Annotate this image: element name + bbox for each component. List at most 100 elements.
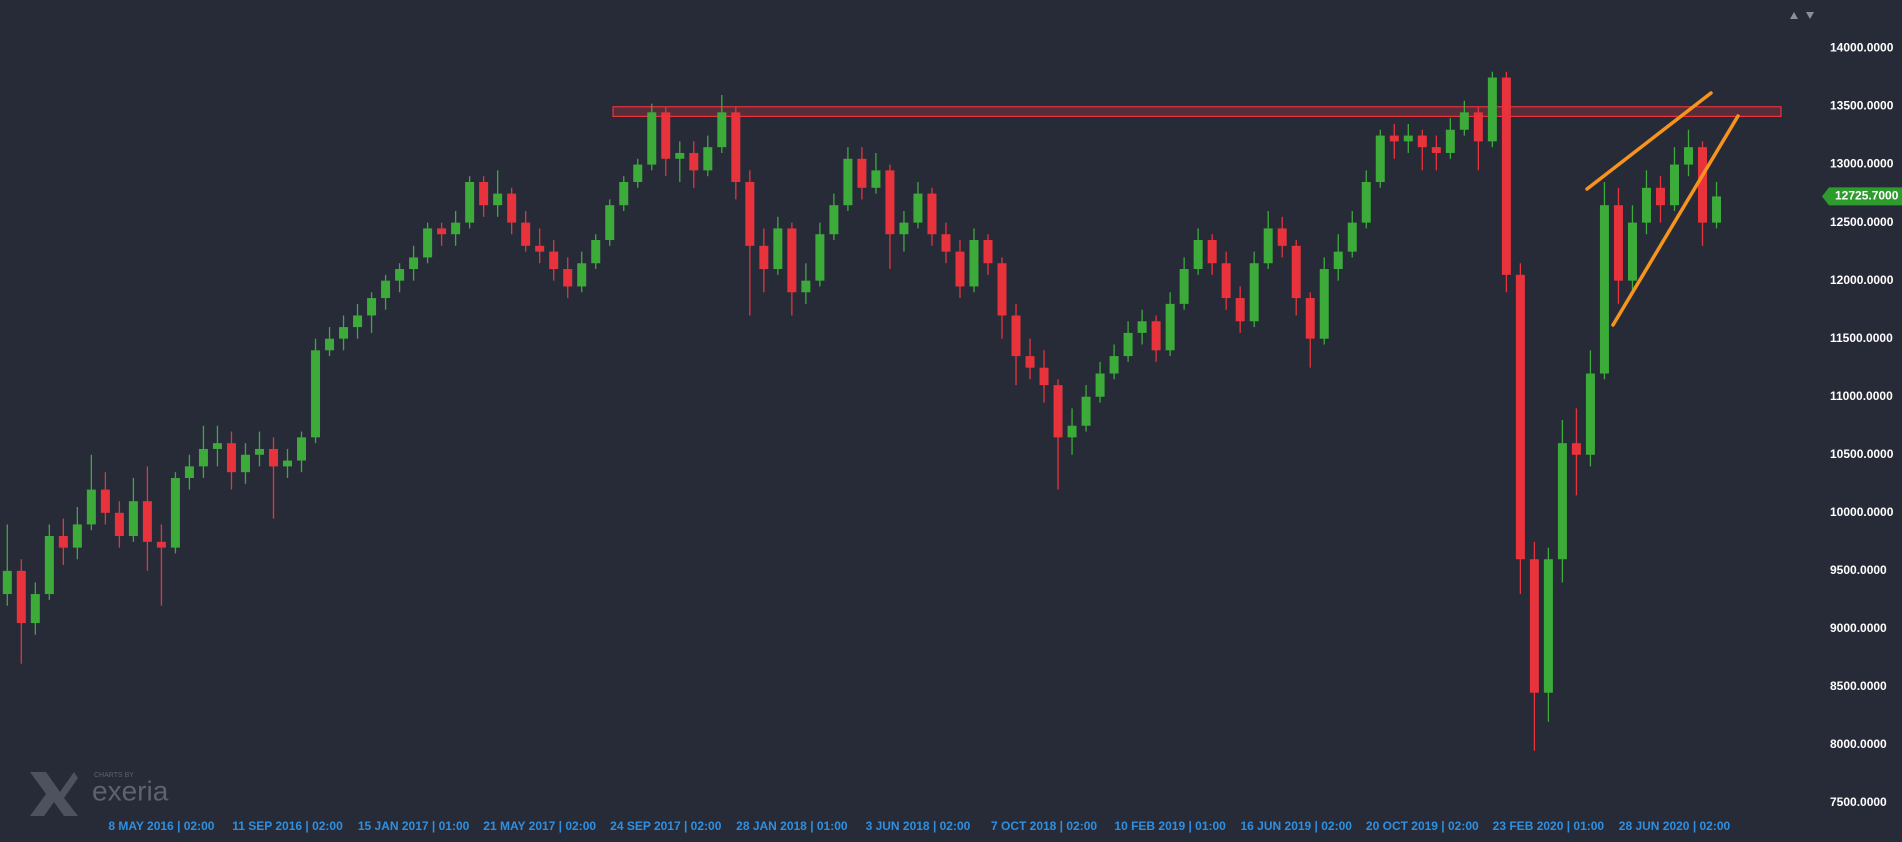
trend-lines: [1585, 91, 1740, 327]
candle-body: [927, 193, 937, 235]
candle-body: [535, 245, 545, 252]
candle-body: [1585, 373, 1595, 455]
resistance-zone: [612, 106, 1782, 118]
candle-body: [2, 570, 12, 595]
candle-body: [16, 570, 26, 624]
x-tick-label: 3 JUN 2018 | 02:00: [866, 819, 971, 833]
candle-body: [703, 147, 713, 171]
candle-body: [577, 263, 587, 287]
candle-body: [1655, 187, 1665, 206]
y-tick-label: 14000.0000: [1830, 41, 1894, 55]
candle-body: [731, 112, 741, 182]
candle-body: [1543, 559, 1553, 693]
y-tick-label: 12000.0000: [1830, 273, 1894, 287]
x-tick-label: 24 SEP 2017 | 02:00: [610, 819, 722, 833]
logo-name: exeria: [92, 775, 169, 806]
candle-body: [156, 541, 166, 548]
candle-body: [1613, 205, 1623, 281]
x-tick-label: 15 JAN 2017 | 01:00: [358, 819, 470, 833]
candle-body: [997, 263, 1007, 316]
candle-body: [367, 298, 377, 316]
last-price-tag: [1822, 187, 1902, 206]
candle-body: [409, 257, 419, 270]
candle-body: [1179, 269, 1189, 304]
y-tick-label: 12500.0000: [1830, 215, 1894, 229]
y-tick-label: 7500.0000: [1830, 795, 1887, 809]
candle-body: [983, 240, 993, 264]
candle-body: [773, 228, 783, 270]
candle-body: [1011, 315, 1021, 357]
y-tick-label: 10500.0000: [1830, 447, 1894, 461]
candle-body: [142, 501, 152, 542]
candle-body: [86, 489, 96, 525]
candle-body: [815, 234, 825, 281]
candle-body: [661, 112, 671, 159]
candle-body: [1263, 228, 1273, 264]
candle-body: [212, 443, 222, 449]
candle-body: [353, 315, 363, 328]
candle-body: [58, 536, 68, 548]
logo-mark: [30, 772, 78, 816]
arrow-down[interactable]: [1806, 12, 1814, 19]
candle-body: [451, 222, 461, 235]
last-price-label: 12725.7000: [1835, 189, 1899, 203]
y-tick-label: 8000.0000: [1830, 737, 1887, 751]
candle-body: [1501, 77, 1511, 275]
arrow-up[interactable]: [1790, 12, 1798, 19]
candle-body: [1067, 425, 1077, 438]
y-tick-label: 10000.0000: [1830, 505, 1894, 519]
y-tick-label: 11000.0000: [1830, 389, 1893, 403]
candle-body: [1698, 147, 1708, 223]
candle-body: [198, 448, 208, 467]
candle-body: [1599, 205, 1609, 374]
candle-body: [633, 164, 643, 182]
candle-body: [1684, 147, 1693, 165]
candle-body: [1473, 112, 1483, 142]
candle-body: [283, 460, 292, 467]
x-tick-label: 21 MAY 2017 | 02:00: [483, 819, 596, 833]
candle-body: [1627, 222, 1637, 281]
candle-body: [1431, 147, 1441, 153]
candle-body: [857, 158, 867, 188]
candle-body: [465, 181, 475, 223]
x-tick-label: 20 OCT 2019 | 02:00: [1366, 819, 1479, 833]
candle-body: [1445, 129, 1455, 153]
candle-body: [1669, 164, 1679, 206]
y-tick-label: 11500.0000: [1830, 331, 1893, 345]
candle-body: [941, 234, 951, 252]
candle-body: [1389, 135, 1399, 142]
candle-body: [549, 251, 559, 270]
candle-body: [1557, 443, 1567, 560]
candle-body: [1291, 245, 1301, 299]
candle-body: [1417, 135, 1427, 148]
candle-body: [1235, 298, 1245, 322]
candle-body: [1515, 274, 1525, 560]
candle-body: [829, 205, 839, 235]
candle-body: [1333, 251, 1343, 270]
candle-body: [1123, 332, 1133, 357]
candle-body: [240, 454, 250, 473]
candle-body: [689, 152, 699, 171]
candle-body: [226, 443, 236, 473]
x-tick-label: 16 JUN 2019 | 02:00: [1241, 819, 1353, 833]
candle-body: [311, 350, 321, 438]
candle-body: [1529, 559, 1539, 693]
candle-body: [899, 222, 909, 235]
candle-body: [44, 536, 54, 595]
candle-body: [1459, 112, 1469, 130]
x-tick-label: 10 FEB 2019 | 01:00: [1114, 819, 1226, 833]
candle-body: [717, 112, 727, 148]
candle-body: [969, 240, 979, 287]
candle-body: [114, 512, 124, 537]
candle-body: [1207, 240, 1217, 264]
logo-caption: CHARTS BY: [94, 772, 134, 779]
scroll-arrows[interactable]: [1790, 12, 1814, 19]
candle-body: [1403, 135, 1413, 142]
candle-body: [843, 158, 853, 206]
y-tick-label: 13500.0000: [1830, 99, 1894, 113]
candle-body: [1305, 298, 1315, 339]
candle-body: [605, 205, 615, 241]
candle-body: [871, 170, 881, 188]
candle-body: [1641, 187, 1651, 223]
